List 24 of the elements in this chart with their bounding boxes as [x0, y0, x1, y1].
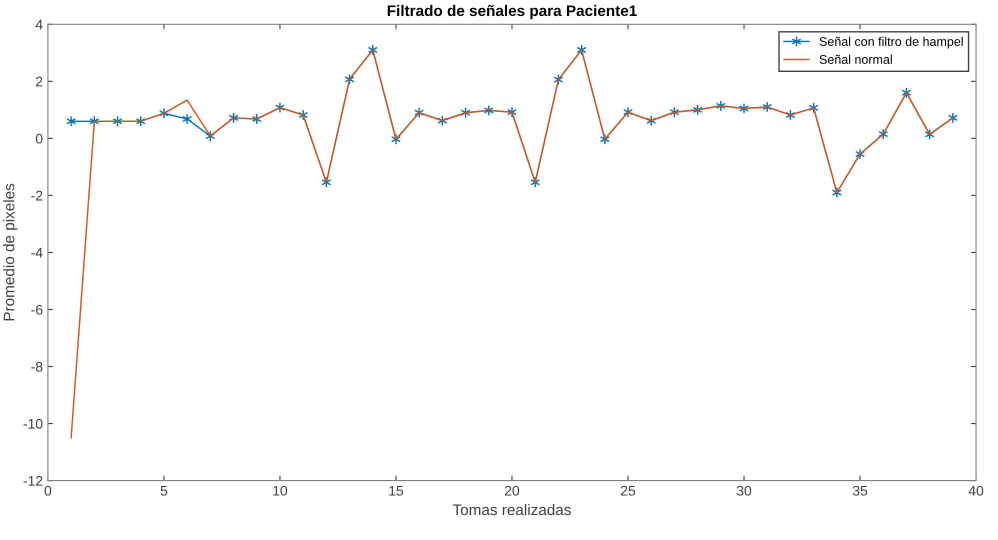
chart-title: Filtrado de señales para Paciente1 — [388, 4, 637, 20]
y-axis-title: Promedio de pixeles — [3, 184, 18, 320]
x-tick-label: 40 — [968, 486, 984, 496]
y-tick-label: 4 — [36, 20, 43, 30]
legend-label: Señal normal — [820, 54, 892, 64]
x-tick-label: 20 — [504, 486, 520, 496]
y-tick-label: 0 — [36, 134, 42, 144]
point — [182, 113, 192, 125]
legend-label: Señal con filtro de hampel — [820, 36, 963, 48]
y-tick-label: -6 — [31, 304, 42, 315]
x-tick-label: 0 — [44, 486, 52, 496]
y-tick-label: -4 — [31, 248, 43, 258]
x-tick-label: 5 — [160, 486, 168, 496]
y-tick-label: -12 — [24, 476, 42, 486]
y-tick-label: -2 — [31, 190, 42, 200]
x-tick-label: 10 — [273, 486, 288, 496]
x-axis-title: Tomas realizadas — [452, 504, 571, 516]
y-tick-label: -8 — [31, 362, 42, 372]
x-tick-label: 35 — [852, 486, 868, 496]
x-tick-label: 15 — [389, 486, 404, 496]
y-tick-label: 2 — [36, 76, 42, 86]
x-tick-label: 25 — [620, 486, 636, 496]
y-tick-label: -10 — [24, 418, 42, 429]
x-tick-label: 30 — [736, 486, 752, 496]
